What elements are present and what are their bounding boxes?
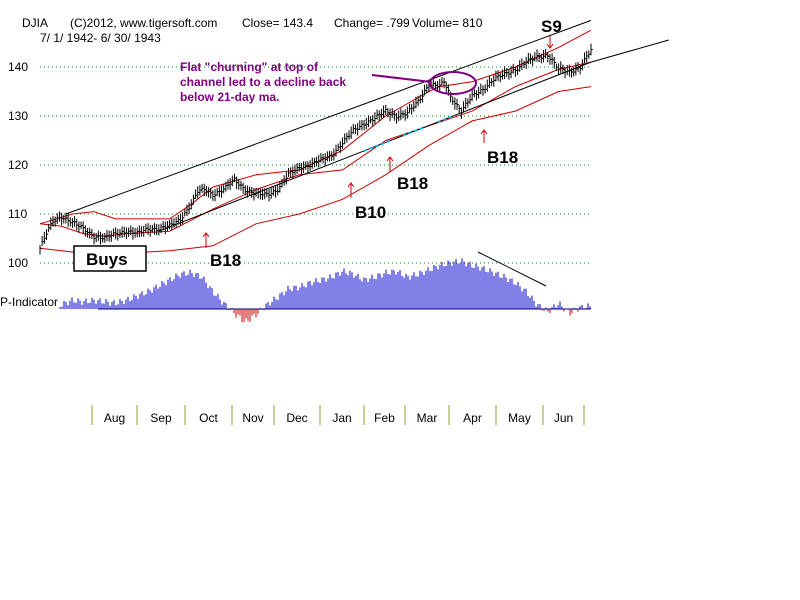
x-tick-label: Mar [417,411,438,425]
signal-b10: B10 [355,203,386,222]
y-tick-label: 130 [8,109,28,123]
highlight-segments [363,114,456,152]
signal-labels: S9 B18 B10 B18 B18 [202,17,562,270]
signal-arrowhead [546,43,554,49]
upper-channel-line [65,19,592,215]
channel-extension-line [590,39,669,63]
header-volume: Volume= 810 [412,16,483,30]
lower-channel-line [158,61,592,232]
highlight-segment [363,138,393,152]
indicator-divergence-line [477,251,547,287]
signal-arrowhead [386,156,394,162]
churning-arrow [371,74,432,83]
p-indicator-histogram [59,258,591,323]
churning-ellipse [429,71,477,95]
signal-arrowhead [480,129,488,135]
note-line: channel led to a decline back [180,75,346,89]
x-tick-label: May [508,411,531,425]
header-close: Close= 143.4 [242,16,313,30]
y-tick-label: 100 [8,256,28,270]
highlight-segment [402,126,425,137]
signal-b18: B18 [397,174,428,193]
signal-arrowhead [347,182,355,188]
buys-label: Buys [86,250,128,269]
signal-b18: B18 [210,251,241,270]
y-tick-label: 110 [8,207,27,221]
x-tick-label: Jun [554,411,573,425]
header-date-range: 7/ 1/ 1942- 6/ 30/ 1943 [40,31,161,45]
x-tick-label: Dec [286,411,307,425]
trend-channel [65,19,669,232]
header-symbol: DJIA [22,16,48,30]
x-tick-label: Oct [199,411,218,425]
x-tick-label: Feb [374,411,395,425]
x-axis: Aug Sep Oct Nov Dec Jan Feb Mar Apr May Jun [91,405,585,425]
indicator-label: P-Indicator [0,295,58,309]
buys-box: Buys [73,245,147,272]
churning-marker [371,71,477,95]
y-tick-label: 120 [8,158,28,172]
header-change: Change= .799 [334,16,410,30]
x-tick-label: Sep [150,411,172,425]
note-line: Flat "churning" at top of [180,60,319,74]
price-bars [39,43,593,255]
header-copyright: (C)2012, www.tigersoft.com [70,16,217,30]
x-tick-label: Aug [104,411,125,425]
signal-s9: S9 [541,17,562,36]
signal-arrowhead [202,232,210,238]
signal-b18: B18 [487,148,518,167]
y-tick-label: 140 [8,60,28,74]
note-line: below 21-day ma. [180,90,279,104]
y-tick-labels: 100 110 120 130 140 [8,60,28,270]
x-tick-label: Apr [463,411,482,425]
x-tick-label: Nov [242,411,263,425]
x-tick-label: Jan [332,411,351,425]
